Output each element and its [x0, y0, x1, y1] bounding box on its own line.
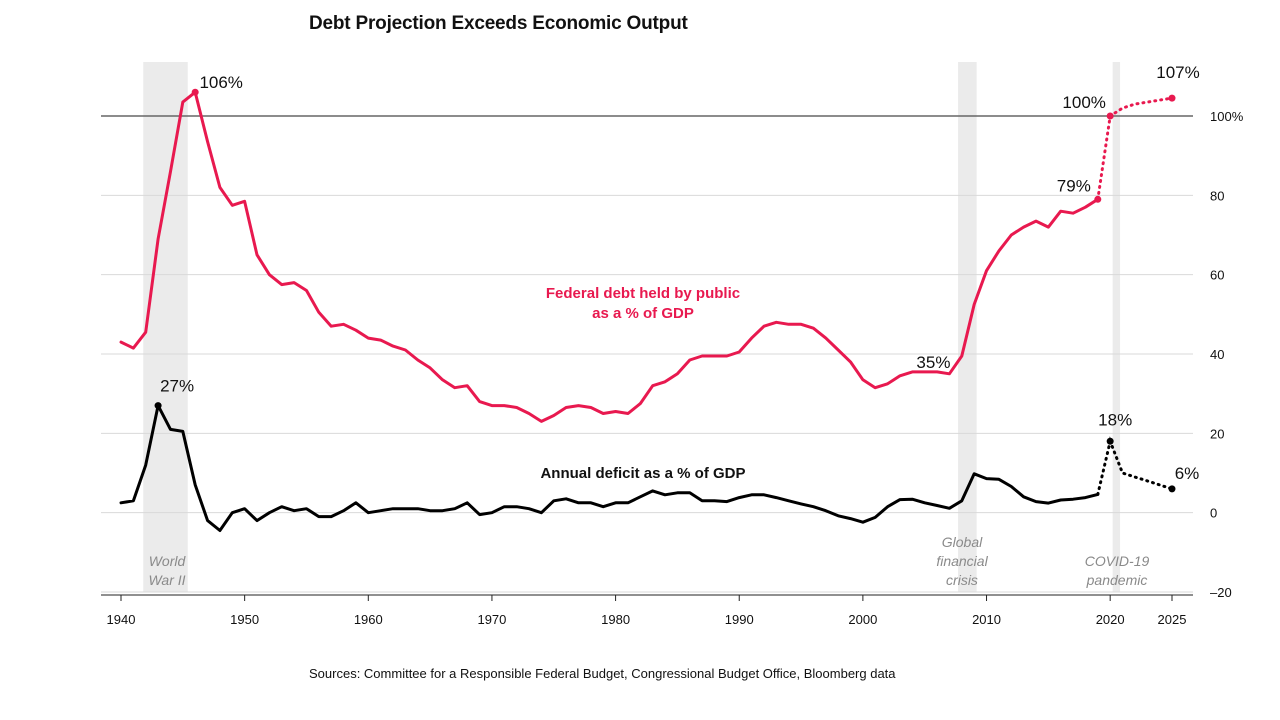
- y-tick-label: 60: [1210, 268, 1224, 283]
- x-tick-label: 1960: [354, 612, 383, 627]
- x-tick-label: 2020: [1096, 612, 1125, 627]
- y-tick-label: 20: [1210, 426, 1224, 441]
- callout-dot: [1094, 195, 1102, 203]
- x-tick-label: 1990: [725, 612, 754, 627]
- period-label: War II: [148, 572, 185, 588]
- x-tick-label: 2025: [1158, 612, 1187, 627]
- period-label: World: [149, 553, 187, 569]
- period-label: Global: [942, 534, 983, 550]
- debt-series-label: Federal debt held by public: [546, 285, 740, 302]
- x-tick-label: 1970: [477, 612, 506, 627]
- x-tick-label: 1950: [230, 612, 259, 627]
- callout-label: 106%: [199, 73, 242, 92]
- deficit-series-label: Annual deficit as a % of GDP: [540, 465, 745, 482]
- x-tick-label: 2010: [972, 612, 1001, 627]
- y-tick-label: –20: [1210, 585, 1232, 600]
- debt-series-label: as a % of GDP: [592, 305, 694, 322]
- callout-label: 27%: [160, 377, 194, 396]
- shaded-period-2: [1112, 62, 1121, 592]
- callout-dot: [154, 402, 162, 410]
- shaded-period-0: [143, 62, 188, 592]
- chart-title: Debt Projection Exceeds Economic Output: [309, 13, 688, 34]
- callout-dot: [1168, 94, 1176, 102]
- period-label: financial: [936, 553, 988, 569]
- y-tick-label: 40: [1210, 347, 1224, 362]
- callout-dot: [1106, 437, 1114, 445]
- callout-dot: [191, 88, 199, 96]
- callout-label: 6%: [1175, 464, 1200, 483]
- x-tick-label: 2000: [848, 612, 877, 627]
- period-label: crisis: [946, 572, 978, 588]
- x-tick-label: 1940: [107, 612, 136, 627]
- series-line-debt: [119, 90, 1100, 423]
- y-tick-label: 100%: [1210, 109, 1244, 124]
- y-tick-label: 0: [1210, 506, 1217, 521]
- callout-label: 18%: [1098, 410, 1132, 429]
- callout-label: 107%: [1156, 63, 1199, 82]
- projection-line-deficit: [1096, 436, 1174, 496]
- period-label: pandemic: [1086, 572, 1148, 588]
- series-line-deficit: [119, 404, 1100, 532]
- callout-label: 35%: [916, 353, 950, 372]
- chart-source: Sources: Committee for a Responsible Fed…: [309, 666, 896, 681]
- y-tick-label: 80: [1210, 188, 1224, 203]
- x-tick-label: 1980: [601, 612, 630, 627]
- callout-dot: [1106, 112, 1114, 120]
- callout-dot: [1168, 485, 1176, 493]
- callout-label: 100%: [1062, 93, 1105, 112]
- period-label: COVID-19: [1085, 553, 1150, 569]
- callout-label: 79%: [1057, 176, 1091, 195]
